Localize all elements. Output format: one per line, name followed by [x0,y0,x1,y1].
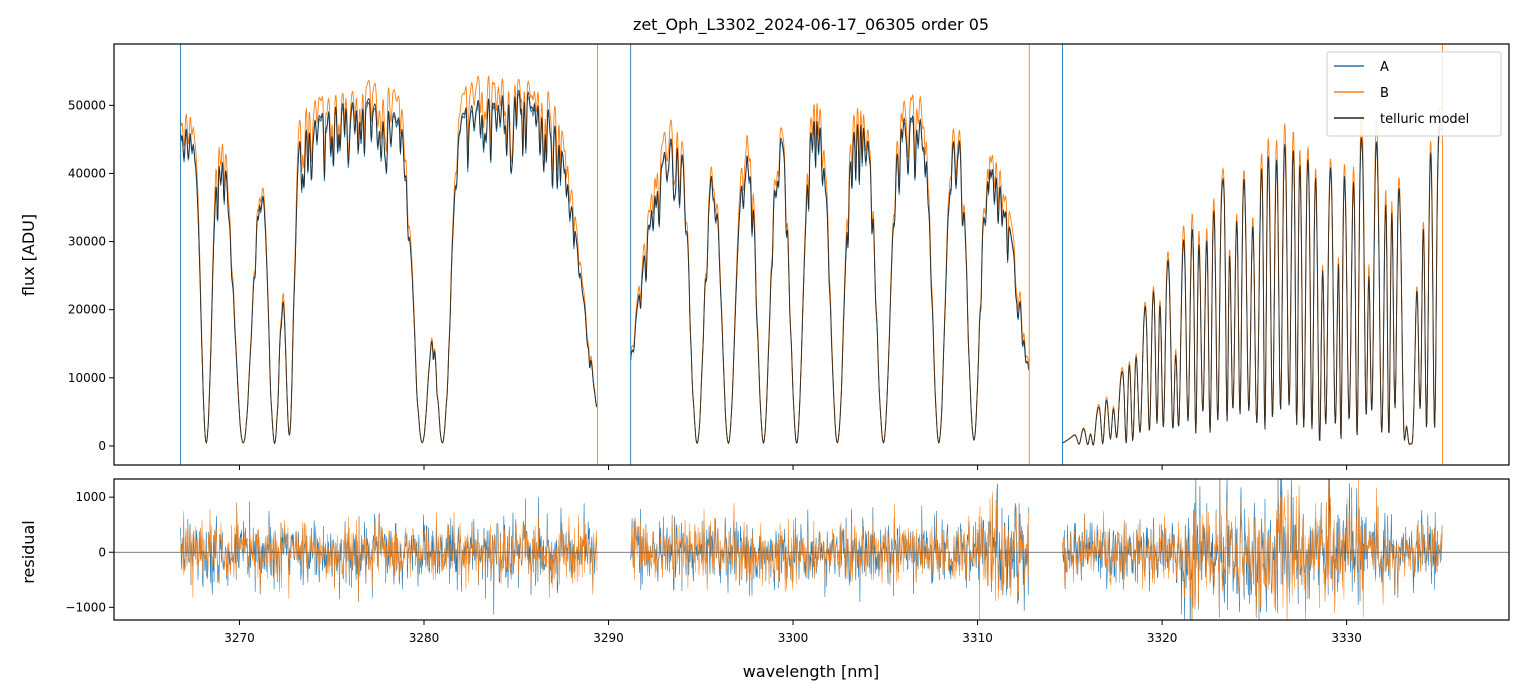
residual-b-line-2 [1062,479,1443,620]
spectrum-panel: 0 10000 20000 30000 40000 50000 flux [ADU] A … [19,43,1510,470]
residual-y-axis-label: residual [19,520,38,583]
spectrum-y-axis-label: flux [ADU] [19,214,38,296]
legend: A B telluric model [1326,51,1502,137]
residual-y-tick-label: −1000 [65,600,106,614]
y-tick-label: 50000 [68,98,106,112]
legend-label-telluric-model: telluric model [1380,112,1469,127]
y-tick-label: 10000 [68,371,106,385]
series-b-line-1 [630,93,1030,444]
telluric-model-line-1 [630,114,1030,445]
telluric-model-line-2 [1062,124,1443,446]
residual-axes-frame [113,478,1510,621]
x-tick-label: 3320 [1147,631,1178,645]
legend-label-b: B [1380,86,1389,101]
x-tick-label: 3280 [409,631,440,645]
x-tick-label: 3300 [778,631,809,645]
y-tick-label: 20000 [68,303,106,317]
x-tick-label: 3330 [1331,631,1362,645]
legend-label-a: A [1380,60,1389,75]
x-tick-label: 3290 [593,631,624,645]
y-tick-label: 40000 [68,166,106,180]
x-axis-label: wavelength [nm] [743,662,880,681]
residual-y-tick-label: 1000 [75,490,106,504]
y-tick-label: 30000 [68,235,106,249]
series-b-line-0 [179,75,598,445]
x-tick-label: 3270 [224,631,255,645]
x-tick-label: 3310 [962,631,993,645]
telluric-model-line-0 [179,89,598,445]
y-tick-label: 0 [98,439,106,453]
chart-title: zet_Oph_L3302_2024-06-17_06305 order 05 [633,15,989,35]
spectrum-axes-frame [113,43,1510,466]
series-a-line-0 [179,93,598,445]
residual-b-line-1 [630,491,1030,620]
residual-b-line-0 [180,502,598,602]
residual-y-tick-label: 0 [98,545,106,559]
